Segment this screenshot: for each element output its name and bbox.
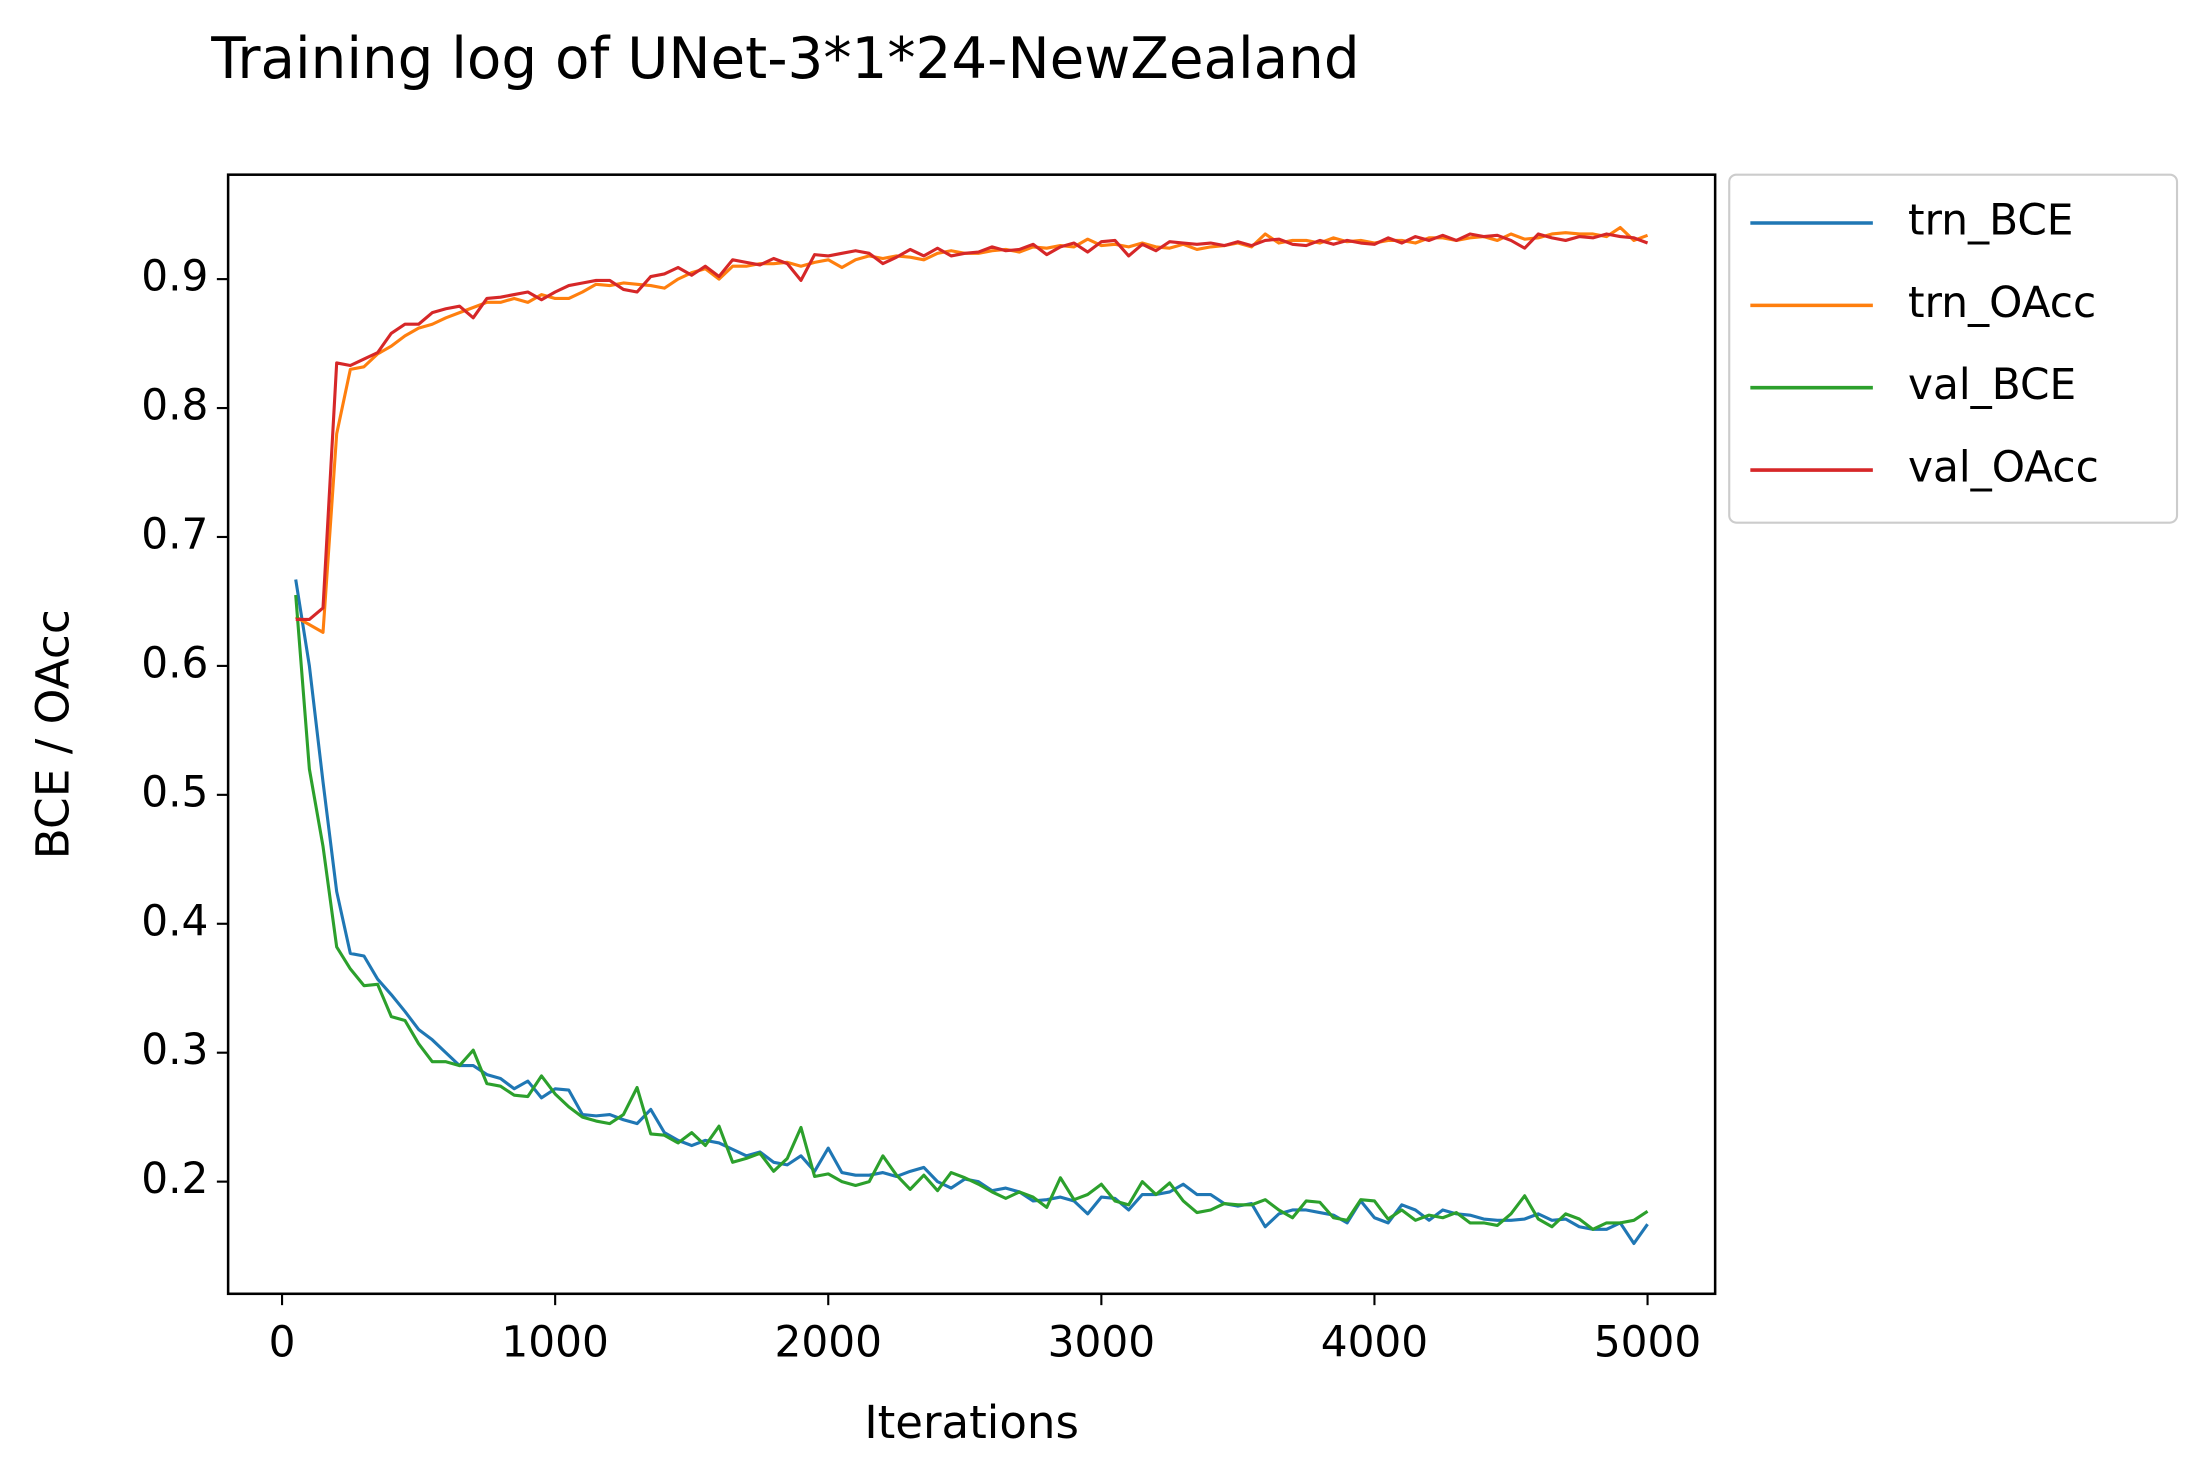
x-tick-label: 3000 [1048, 1318, 1155, 1367]
y-tick-label: 0.3 [141, 1026, 208, 1075]
y-tick-label: 0.5 [141, 768, 208, 817]
chart-title: Training log of UNet-3*1*24-NewZealand [210, 26, 1359, 92]
legend-box [1728, 173, 2179, 524]
series-line [294, 594, 1649, 1231]
y-tick-label: 0.4 [141, 897, 208, 946]
y-tick-label: 0.2 [141, 1155, 208, 1204]
x-axis-label: Iterations [864, 1396, 1079, 1449]
y-axis-label: BCE / OAcc [26, 609, 79, 859]
x-tick-label: 0 [269, 1318, 296, 1367]
y-tick-label: 0.9 [141, 253, 208, 302]
y-tick-label: 0.8 [141, 381, 208, 430]
x-tick-label: 2000 [775, 1318, 882, 1367]
plot-frame [226, 173, 1717, 1296]
legend-label: val_BCE [1908, 361, 2076, 410]
series-line [295, 232, 1649, 622]
legend-label: val_OAcc [1908, 443, 2099, 492]
x-tick-label: 5000 [1594, 1318, 1701, 1367]
y-tick-label: 0.7 [141, 510, 208, 559]
y-tick-label: 0.6 [141, 639, 208, 688]
x-tick-label: 4000 [1321, 1318, 1428, 1367]
legend-label: trn_BCE [1908, 196, 2073, 245]
legend-label: trn_OAcc [1908, 279, 2096, 328]
x-tick-label: 1000 [501, 1318, 608, 1367]
